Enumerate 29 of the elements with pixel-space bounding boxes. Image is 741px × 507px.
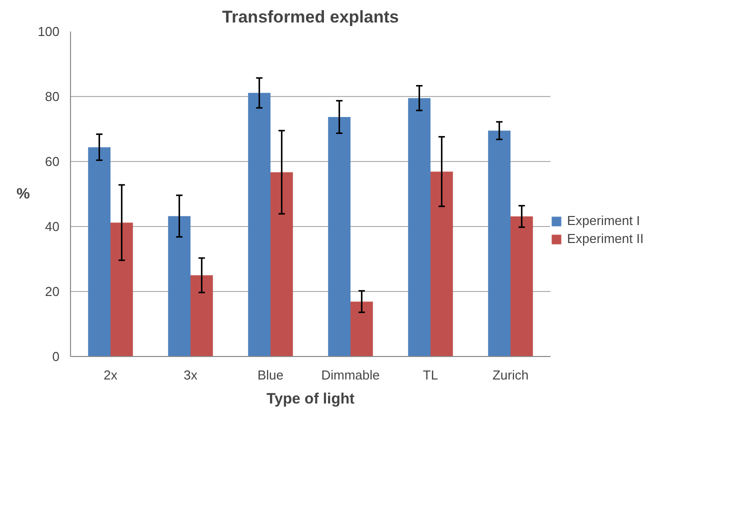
y-tick-label: 40: [45, 219, 60, 234]
bar: [190, 275, 213, 356]
bar: [430, 172, 453, 356]
x-tick-label: 2x: [104, 368, 118, 382]
x-tick-label: TL: [422, 368, 438, 382]
bar: [270, 172, 293, 356]
x-tick-label: 3x: [184, 368, 198, 382]
bar: [488, 130, 510, 356]
bar: [88, 147, 110, 356]
y-tick-label: 20: [45, 284, 60, 299]
bar: [350, 302, 373, 356]
legend-label: Experiment II: [567, 231, 644, 246]
x-tick-label: Blue: [257, 368, 284, 382]
y-tick-label: 100: [38, 24, 60, 39]
y-tick-label: 0: [52, 349, 60, 364]
x-tick-label: Zurich: [492, 368, 529, 382]
bar: [408, 98, 430, 356]
x-axis-title: Type of light: [266, 390, 355, 408]
legend-label: Experiment I: [567, 213, 640, 228]
bar: [248, 92, 270, 356]
y-axis-title: %: [16, 186, 30, 202]
y-tick-label: 60: [45, 154, 60, 169]
chart-title: Transformed explants: [222, 8, 399, 26]
y-tick-label: 80: [45, 89, 60, 104]
bar: [328, 116, 350, 356]
x-tick-label: Dimmable: [321, 368, 380, 382]
bar: [510, 216, 533, 356]
bar: [110, 222, 133, 356]
bar: [168, 216, 190, 356]
